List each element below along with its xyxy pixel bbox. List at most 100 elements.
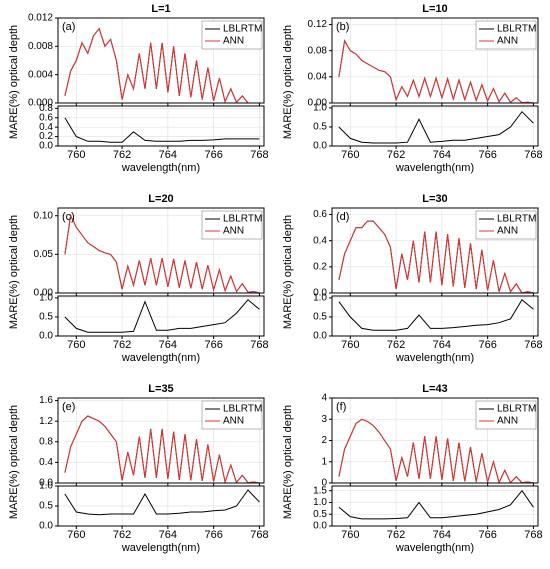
legend-box	[475, 210, 537, 240]
y-tick-label: 0.0	[39, 141, 53, 152]
legend-label: LBLRTM	[497, 404, 536, 415]
y-tick-label: 1.6	[39, 395, 53, 406]
y-tick-label: 1.0	[313, 103, 327, 114]
x-tick-label: 768	[524, 339, 542, 351]
mare-line	[338, 110, 534, 144]
y-tick-label: 0.4	[313, 235, 327, 246]
plot-frame	[57, 207, 265, 294]
x-tick-label: 764	[433, 339, 451, 351]
panel-label: (a)	[62, 21, 75, 33]
y-tick-label: 0.12	[308, 19, 328, 30]
y-axis-label: MARE(%) optical depth	[8, 215, 20, 329]
x-axis-label: wavelength(nm)	[395, 162, 474, 174]
legend-label: ANN	[497, 36, 518, 47]
legend-label: LBLRTM	[223, 404, 262, 415]
y-tick-label: 0.04	[308, 71, 328, 82]
mare-line	[338, 299, 534, 331]
y-tick-label: 1.2	[39, 416, 53, 427]
legend-box	[475, 400, 537, 430]
y-axis-label: MARE(%) optical depth	[282, 405, 294, 519]
y-tick-label: 0.0	[313, 288, 327, 299]
x-tick-label: 768	[250, 339, 268, 351]
x-tick-label: 762	[387, 339, 405, 351]
panel-label: (b)	[336, 21, 349, 33]
y-tick-label: 1.0	[39, 293, 53, 304]
panel-label: (f)	[336, 401, 346, 413]
legend-label: ANN	[497, 416, 518, 427]
legend-box	[201, 400, 263, 430]
x-tick-label: 766	[478, 339, 496, 351]
plot-frame	[57, 397, 265, 484]
x-tick-label: 760	[341, 339, 359, 351]
panel-title: L=35	[148, 383, 173, 395]
x-tick-label: 764	[433, 529, 451, 541]
x-tick-label: 762	[387, 149, 405, 161]
x-tick-label: 766	[478, 149, 496, 161]
y-tick-label: 0.8	[39, 103, 53, 114]
y-tick-label: 1.0	[313, 497, 327, 508]
panel-title: L=20	[148, 193, 173, 205]
y-tick-label: 0.5	[39, 312, 53, 323]
y-tick-label: 0.5	[313, 122, 327, 133]
y-tick-label: 0.0	[39, 478, 53, 489]
plot-frame	[57, 17, 265, 104]
y-tick-label: 0.008	[28, 41, 53, 52]
x-tick-label: 760	[67, 149, 85, 161]
x-tick-label: 766	[204, 529, 222, 541]
y-axis-label: MARE(%) optical depth	[282, 215, 294, 329]
y-tick-label: 0.00	[34, 288, 54, 299]
plot-frame	[331, 485, 539, 527]
y-tick-label: 1.5	[313, 485, 327, 496]
x-axis-label: wavelength(nm)	[121, 162, 200, 174]
plot-frame	[331, 397, 539, 484]
y-tick-label: 0.4	[39, 457, 53, 468]
plot-frame	[57, 105, 265, 147]
y-tick-label: 1.0	[39, 481, 53, 492]
y-axis-label: MARE(%) optical depth	[8, 25, 20, 139]
y-tick-label: 2	[321, 435, 327, 446]
legend-label: ANN	[223, 226, 244, 237]
x-tick-label: 768	[524, 529, 542, 541]
y-tick-label: 1.0	[313, 293, 327, 304]
y-tick-label: 0	[321, 478, 327, 489]
panel-label: (e)	[62, 401, 75, 413]
x-tick-label: 766	[478, 529, 496, 541]
legend-box	[201, 210, 263, 240]
legend-label: LBLRTM	[223, 214, 262, 225]
x-tick-label: 764	[159, 529, 177, 541]
y-tick-label: 0.5	[39, 501, 53, 512]
x-tick-label: 764	[159, 339, 177, 351]
panel-title: L=43	[422, 383, 447, 395]
x-tick-label: 764	[433, 149, 451, 161]
mare-line	[64, 489, 260, 516]
spectrum-line	[64, 214, 260, 294]
legend-box	[475, 20, 537, 50]
y-tick-label: 0.5	[313, 509, 327, 520]
y-tick-label: 0.2	[39, 131, 53, 142]
y-tick-label: 0.8	[39, 436, 53, 447]
spectrum-line	[338, 418, 534, 484]
y-tick-label: 0.6	[313, 209, 327, 220]
mare-line	[64, 299, 260, 333]
y-tick-label: 0.0	[39, 331, 53, 342]
x-axis-label: wavelength(nm)	[121, 352, 200, 364]
plot-frame	[57, 485, 265, 527]
x-tick-label: 768	[250, 149, 268, 161]
spectrum-line	[64, 415, 260, 484]
y-tick-label: 0.5	[313, 312, 327, 323]
y-tick-label: 0.0	[39, 521, 53, 532]
spectrum-line	[338, 220, 534, 294]
x-tick-label: 768	[524, 149, 542, 161]
x-tick-label: 762	[113, 529, 131, 541]
y-tick-label: 0.00	[308, 98, 328, 109]
y-tick-label: 0.012	[28, 13, 53, 24]
x-axis-label: wavelength(nm)	[395, 352, 474, 364]
x-tick-label: 768	[250, 529, 268, 541]
y-tick-label: 4	[321, 393, 327, 404]
x-axis-label: wavelength(nm)	[395, 542, 474, 554]
mare-line	[64, 117, 260, 143]
x-tick-label: 766	[204, 339, 222, 351]
